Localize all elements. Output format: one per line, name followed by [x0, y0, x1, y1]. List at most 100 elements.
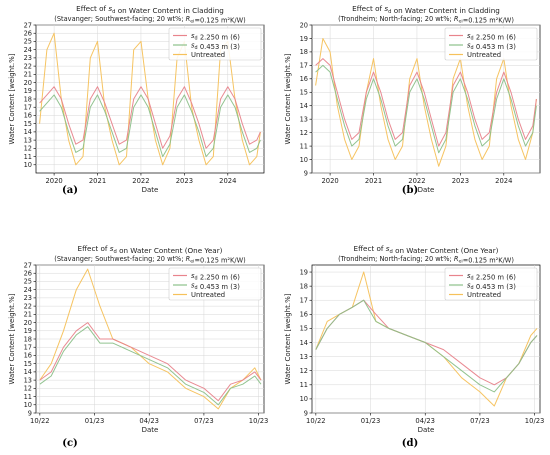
y-tick-label: 10 [24, 401, 32, 409]
y-tick-label: 20 [24, 319, 32, 327]
y-tick-label: 10 [300, 156, 308, 164]
y-axis-label: Water Content [weight.%] [284, 53, 292, 144]
y-tick-label: 22 [24, 302, 32, 310]
y-tick-label: 27 [24, 21, 32, 29]
y-tick-label: 16 [300, 75, 308, 83]
legend-label: Untreated [467, 291, 501, 299]
x-tick-label: 2024 [495, 177, 512, 185]
y-tick-label: 25 [24, 278, 32, 286]
y-tick-label: 14 [300, 102, 308, 110]
y-tick-label: 19 [300, 268, 308, 276]
y-axis-label: Water Content [weight.%] [284, 293, 292, 384]
y-tick-label: 9 [304, 169, 308, 177]
chart-title-text: Effect of sd on Water Content in Claddin… [76, 4, 224, 15]
x-tick-label: 2024 [219, 177, 236, 185]
caption-d: (d) [401, 438, 419, 449]
y-tick-label: 23 [24, 54, 32, 62]
y-tick-label: 13 [300, 115, 308, 123]
series-line-untreated [39, 268, 262, 410]
y-tick-label: 19 [24, 327, 32, 335]
x-tick-label: 2020 [321, 177, 338, 185]
y-tick-label: 16 [24, 112, 32, 120]
y-tick-label: 18 [24, 335, 32, 343]
caption-c: (c) [62, 438, 78, 449]
y-tick-label: 16 [300, 311, 308, 319]
y-tick-label: 13 [24, 136, 32, 144]
y-axis-label: Water Content [weight.%] [8, 53, 16, 144]
y-tick-label: 14 [24, 128, 32, 136]
y-tick-label: 15 [300, 89, 308, 97]
legend-label: Untreated [191, 291, 225, 299]
legend-label: sd 0.453 m (3) [467, 281, 516, 291]
y-tick-label: 13 [24, 376, 32, 384]
legend: sd 2.250 m (6)sd 0.453 m (3)Untreated [168, 27, 262, 61]
series-line-sd-2250 [39, 86, 261, 149]
x-tick-label: 07/23 [194, 417, 214, 425]
y-tick-label: 15 [300, 325, 308, 333]
y-tick-label: 26 [24, 30, 32, 38]
y-tick-label: 18 [300, 48, 308, 56]
series-group [39, 268, 262, 410]
legend-label: sd 2.250 m (6) [467, 32, 516, 42]
y-tick-label: 11 [300, 381, 308, 389]
legend-label: Untreated [467, 51, 501, 59]
y-tick-label: 19 [300, 35, 308, 43]
x-tick-label: 2021 [365, 177, 382, 185]
y-tick-label: 13 [300, 353, 308, 361]
y-tick-label: 11 [24, 153, 32, 161]
y-tick-label: 17 [24, 104, 32, 112]
x-tick-label: 2022 [408, 177, 425, 185]
series-line-sd-0453 [315, 299, 538, 393]
series-line-sd-0453 [39, 326, 262, 406]
chart-title-text: Effect of sd on Water Content (One Year) [78, 244, 223, 255]
x-axis-label: Date [142, 426, 159, 434]
y-tick-label: 17 [300, 297, 308, 305]
series-line-sd-0453 [315, 64, 537, 154]
y-tick-label: 10 [300, 395, 308, 403]
x-tick-label: 04/23 [139, 417, 159, 425]
y-tick-label: 12 [24, 385, 32, 393]
legend: sd 2.250 m (6)sd 0.453 m (3)Untreated [168, 267, 262, 301]
series-line-sd-2250 [315, 58, 537, 147]
series-line-sd-2250 [39, 322, 262, 402]
y-tick-label: 12 [300, 367, 308, 375]
x-tick-label: 2023 [452, 177, 469, 185]
legend-box [168, 27, 262, 61]
y-tick-label: 19 [24, 87, 32, 95]
y-tick-label: 14 [24, 368, 32, 376]
y-axis-label: Water Content [weight.%] [8, 293, 16, 384]
x-tick-label: 2022 [132, 177, 149, 185]
y-tick-label: 17 [300, 62, 308, 70]
y-tick-label: 25 [24, 38, 32, 46]
legend-label: sd 2.250 m (6) [191, 272, 240, 282]
series-group [315, 38, 537, 167]
legend-box [444, 267, 538, 301]
y-tick-label: 12 [300, 129, 308, 137]
y-tick-label: 10 [24, 161, 32, 169]
x-tick-label: 07/23 [470, 417, 490, 425]
chart-title-a: Effect of sd on Water Content in Claddin… [54, 4, 245, 25]
y-tick-label: 15 [24, 360, 32, 368]
y-tick-label: 11 [300, 142, 308, 150]
chart-title-c: Effect of sd on Water Content (One Year)… [54, 244, 245, 265]
chart-panel-c: Effect of sd on Water Content (One Year)… [8, 244, 268, 434]
legend-label: sd 2.250 m (6) [191, 32, 240, 42]
y-tick-label: 9 [304, 409, 308, 417]
y-tick-label: 15 [24, 120, 32, 128]
x-axis-label: Date [418, 426, 435, 434]
x-tick-label: 01/23 [85, 417, 105, 425]
x-axis-label: Date [142, 186, 159, 194]
x-tick-label: 2021 [89, 177, 106, 185]
legend-label: Untreated [191, 51, 225, 59]
y-tick-label: 14 [300, 339, 308, 347]
y-tick-label: 20 [300, 21, 308, 29]
series-line-untreated [315, 38, 537, 167]
x-tick-label: 10/22 [30, 417, 50, 425]
caption-b: (b) [401, 185, 419, 196]
chart-title-text: Effect of sd on Water Content in Claddin… [352, 4, 500, 15]
legend: sd 2.250 m (6)sd 0.453 m (3)Untreated [444, 267, 538, 301]
y-tick-label: 23 [24, 294, 32, 302]
legend-label: sd 2.250 m (6) [467, 272, 516, 282]
y-tick-label: 21 [24, 311, 32, 319]
series-group [315, 271, 538, 407]
